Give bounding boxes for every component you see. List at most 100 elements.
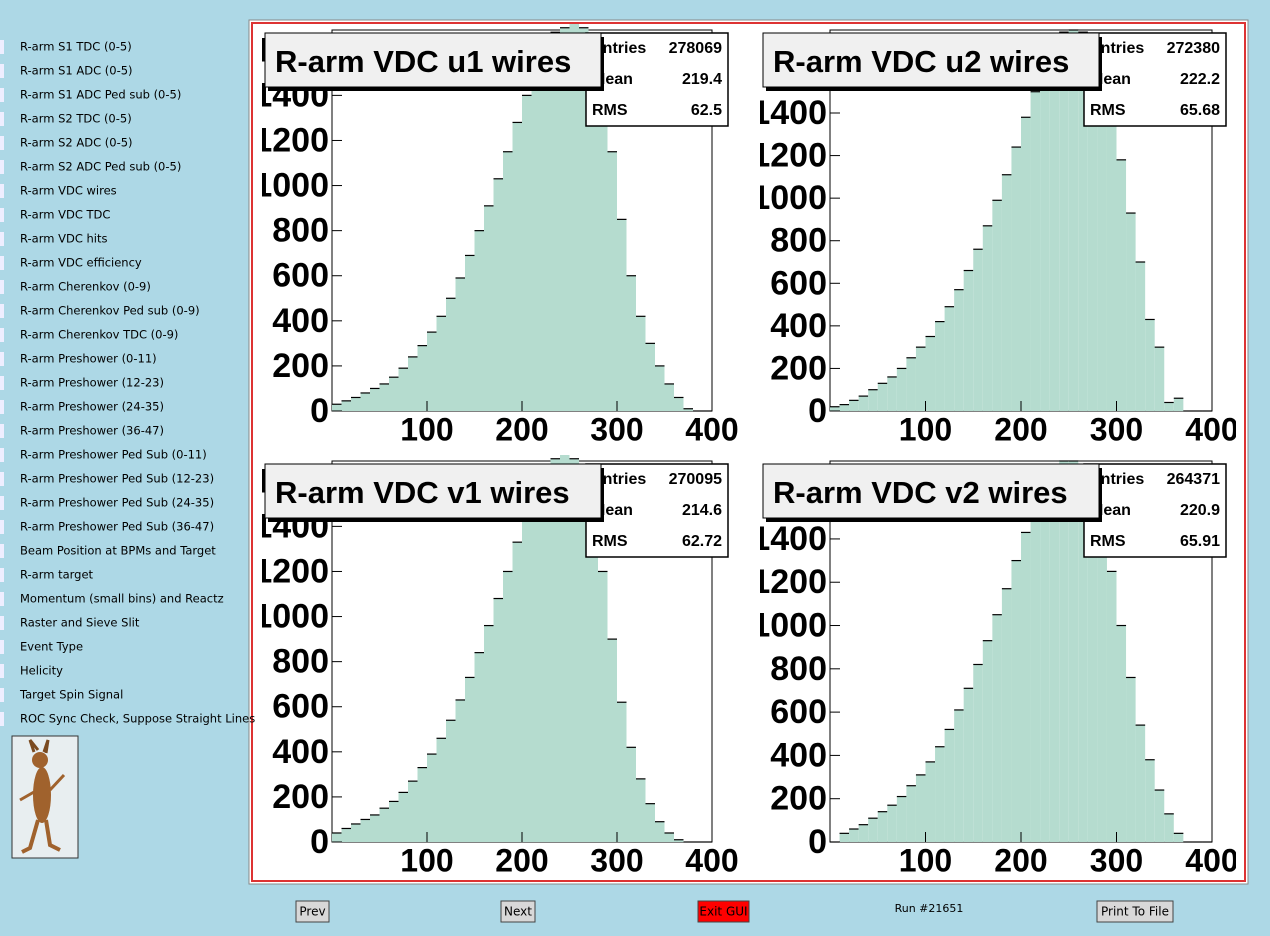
menu-marker <box>0 592 4 606</box>
panel-title: R-arm VDC u1 wires <box>275 44 571 79</box>
histogram-bar <box>626 275 636 411</box>
histogram-bar <box>417 345 427 411</box>
stats-value: 65.91 <box>1180 533 1220 550</box>
menu-item[interactable]: R-arm VDC efficiency <box>0 256 142 271</box>
histogram-bar <box>935 746 945 842</box>
menu-item[interactable]: R-arm VDC hits <box>0 232 108 247</box>
menu-item[interactable]: R-arm S1 TDC (0-5) <box>0 40 132 55</box>
panel-title: R-arm VDC u2 wires <box>773 44 1069 79</box>
canvas-border <box>251 22 1246 882</box>
menu-item[interactable]: Helicity <box>0 664 63 679</box>
print-button[interactable]: Print To File <box>1096 900 1174 923</box>
histogram-bar <box>389 377 399 411</box>
histogram-bar <box>992 614 1002 842</box>
histogram-bar <box>617 702 627 842</box>
menu-item[interactable]: R-arm S1 ADC (0-5) <box>0 64 133 79</box>
y-tick-label: 800 <box>770 650 827 688</box>
stats-label: RMS <box>592 102 628 119</box>
histogram-pad: 0200400600800100012001400160010020030040… <box>262 24 738 447</box>
histogram-bar <box>446 298 456 411</box>
histogram-bar <box>636 316 646 411</box>
menu-item[interactable]: R-arm S2 TDC (0-5) <box>0 112 132 127</box>
menu-item[interactable]: R-arm Cherenkov TDC (0-9) <box>0 328 178 343</box>
prev-button[interactable]: Prev <box>295 900 330 923</box>
next-button[interactable]: Next <box>500 900 536 923</box>
histogram-bar <box>674 397 684 411</box>
histogram-bar <box>341 828 351 842</box>
histogram-bar <box>1135 725 1146 842</box>
menu-label: R-arm Preshower (24-35) <box>20 400 164 414</box>
histogram-bar <box>503 571 513 842</box>
histogram-bar <box>655 365 665 411</box>
menu-item[interactable]: R-arm VDC wires <box>0 184 117 199</box>
title-box <box>264 32 602 88</box>
menu-item[interactable]: R-arm Preshower (24-35) <box>0 400 164 415</box>
menu-item[interactable]: R-arm S2 ADC (0-5) <box>0 136 133 151</box>
histogram-bar <box>1021 117 1031 411</box>
histogram-bar <box>579 476 589 842</box>
mascot <box>11 735 79 859</box>
histogram-bar <box>332 404 342 411</box>
menu-item[interactable]: R-arm Preshower (12-23) <box>0 376 164 391</box>
histogram-bar <box>868 818 878 842</box>
menu-item[interactable]: ROC Sync Check, Suppose Straight Lines <box>0 712 255 727</box>
y-tick-label: 600 <box>770 693 827 731</box>
histogram-bar <box>560 455 570 842</box>
histogram-bar <box>896 368 907 411</box>
menu-item[interactable]: R-arm target <box>0 568 94 583</box>
histogram-bar <box>925 761 936 842</box>
y-tick-label: 400 <box>770 736 827 774</box>
histogram-bar <box>607 151 617 412</box>
menu-label: ROC Sync Check, Suppose Straight Lines <box>20 712 255 726</box>
histogram-bar <box>1116 625 1127 842</box>
histogram-bar <box>915 347 926 411</box>
histogram-bar <box>512 542 522 842</box>
menu-item[interactable]: R-arm Cherenkov (0-9) <box>0 280 151 295</box>
histogram-bar <box>569 24 579 411</box>
menu-marker <box>0 352 4 366</box>
histogram-pad: 0 200 400 600 800 1000 1200 1400 100 200 300 400 Ent… <box>760 460 1236 878</box>
menu-marker <box>0 520 4 534</box>
menu-item[interactable]: R-arm S2 ADC Ped sub (0-5) <box>0 160 181 175</box>
histogram-bar <box>1049 467 1060 842</box>
histogram-bar <box>531 72 541 411</box>
menu-item[interactable]: Event Type <box>0 640 83 655</box>
y-tick-label: 0 <box>808 823 827 861</box>
menu-marker <box>0 664 4 678</box>
histogram-bar <box>887 805 897 842</box>
menu-label: Momentum (small bins) and Reactz <box>20 592 224 606</box>
histogram-bar <box>1078 469 1088 842</box>
menu-item[interactable]: R-arm Preshower (36-47) <box>0 424 164 439</box>
y-tick-label: 600 <box>272 688 329 726</box>
menu-item[interactable]: R-arm S1 ADC Ped sub (0-5) <box>0 88 181 103</box>
x-tick-label: 100 <box>899 411 952 447</box>
histogram-bar <box>598 571 608 842</box>
histogram-bar <box>626 747 636 842</box>
x-tick-label: 300 <box>590 842 643 878</box>
menu-item[interactable]: Raster and Sieve Slit <box>0 616 140 631</box>
histogram-bar <box>683 408 693 411</box>
menu-item[interactable]: Target Spin Signal <box>0 688 123 703</box>
menu-item[interactable]: R-arm Preshower Ped Sub (0-11) <box>0 448 207 463</box>
x-tick-label: 400 <box>685 411 738 447</box>
menu-item[interactable]: R-arm Cherenkov Ped sub (0-9) <box>0 304 200 319</box>
x-tick-label: 300 <box>1090 411 1143 447</box>
stats-value: 62.5 <box>691 102 722 119</box>
stats-label: RMS <box>1090 102 1126 119</box>
exit-button[interactable]: Exit GUI <box>697 900 750 923</box>
histogram-bar <box>607 639 617 842</box>
histogram-pad: 0200400600800100012001400160010020030040… <box>262 455 738 878</box>
menu-item[interactable]: R-arm Preshower Ped Sub (36-47) <box>0 520 214 535</box>
histogram-bar <box>1106 113 1117 411</box>
stats-value: 272380 <box>1167 40 1220 57</box>
stats-value: 264371 <box>1167 471 1220 488</box>
menu-item[interactable]: R-arm Preshower Ped Sub (12-23) <box>0 472 214 487</box>
menu-item[interactable]: Beam Position at BPMs and Target <box>0 544 216 559</box>
menu-item[interactable]: R-arm VDC TDC <box>0 208 110 223</box>
menu-item[interactable]: R-arm Preshower Ped Sub (24-35) <box>0 496 214 511</box>
menu-item[interactable]: Momentum (small bins) and Reactz <box>0 592 224 607</box>
x-tick-label: 100 <box>899 842 952 878</box>
menu-item[interactable]: R-arm Preshower (0-11) <box>0 352 157 367</box>
histogram-bar <box>915 774 926 842</box>
histogram-bar <box>360 819 370 842</box>
